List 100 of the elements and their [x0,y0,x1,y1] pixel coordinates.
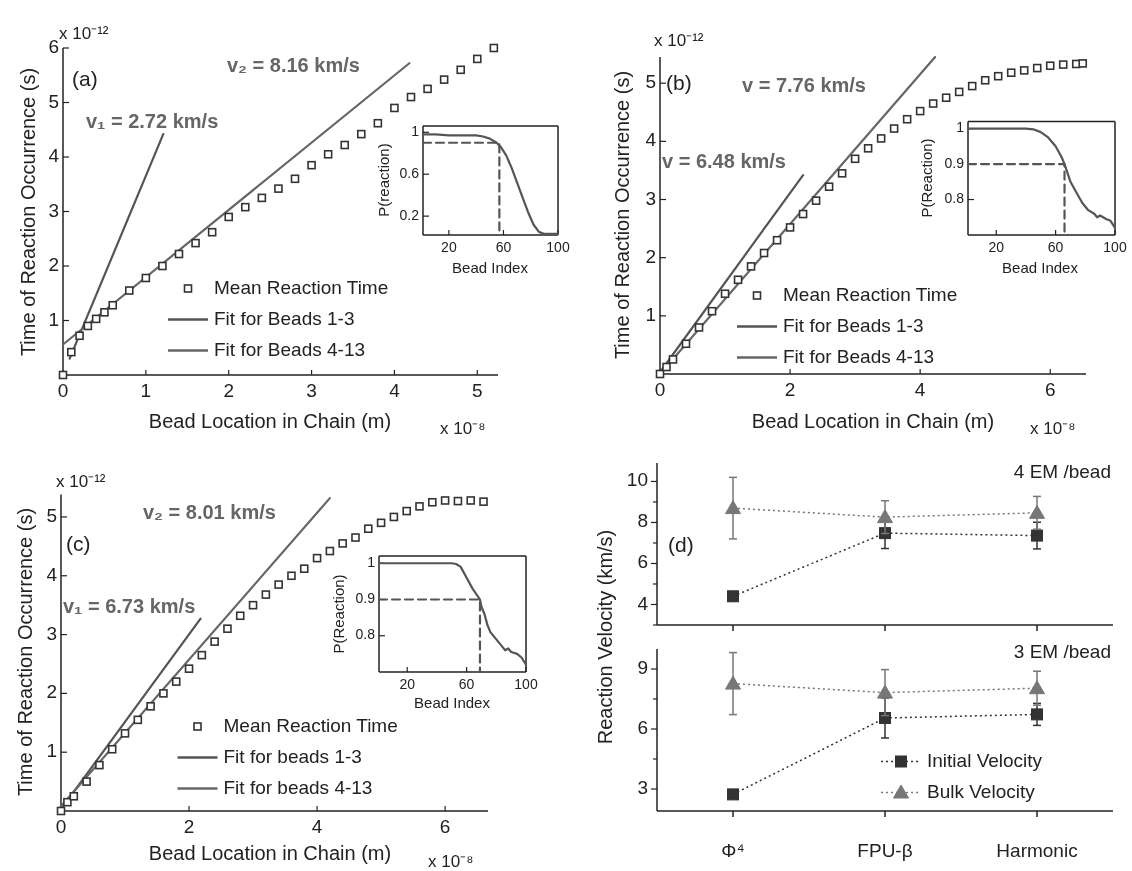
y-tick-label: 0.9 [944,154,965,171]
legend-label: Fit for Beads 4-13 [783,345,935,367]
annotation: (c) [66,532,91,555]
legend-label: Mean Reaction Time [214,276,389,298]
point [235,611,245,621]
point [274,580,283,589]
point [248,600,258,610]
point [720,289,730,299]
point [75,331,84,341]
point [489,43,499,53]
x-tick-label: 60 [495,239,512,255]
x-tick-label: 4 [311,816,323,837]
y-tick-label: 1 [48,308,59,330]
y-tick-label: 1 [411,122,420,139]
point [466,496,476,505]
y-tick-label: 1 [367,553,376,570]
point [390,103,399,113]
annotation: v = 6.48 km/s [662,150,786,172]
x-tick-label: FPU-β [857,840,913,861]
point [785,223,795,232]
text: x 10⁻⁸ [440,419,486,438]
point [707,306,717,316]
x-tick-label: 6 [1044,379,1056,400]
point [456,65,466,75]
y-tick-label: 1 [46,740,57,762]
point [1032,63,1042,73]
point [191,238,200,248]
point [941,93,951,103]
legend-label: Fit for beads 1-3 [223,745,362,767]
y-tick-label: 3 [645,187,656,209]
point [1058,60,1068,69]
point [681,339,691,349]
point [877,509,893,524]
annotation: 4 EM /bead [1013,461,1111,482]
point [141,273,151,283]
annotation: v = 7.76 km/s [742,74,866,96]
point [83,321,93,331]
y-tick-label: 5 [48,90,59,112]
x-tick-label: 20 [988,239,1005,255]
point [877,684,893,699]
x-tick-label: 20 [441,239,457,255]
annotation: v₂ = 8.01 km/s [143,501,276,523]
point [158,261,167,271]
x-tick-label: 0 [654,379,666,400]
y-tick-label: 4 [645,129,657,151]
x-tick-label: 0 [55,816,67,837]
point [889,124,899,133]
point [224,212,234,222]
point [63,797,72,807]
x-tick-label: 100 [514,676,538,692]
legend-label: Fit for Beads 1-3 [214,307,355,329]
legend-label: Bulk Velocity [927,780,1036,802]
point [798,209,808,219]
text: x 10⁻¹² [56,472,106,491]
y-axis-title: P(reaction) [374,143,392,217]
point [95,760,104,770]
point [902,114,912,124]
point [257,193,267,203]
point [207,227,217,237]
point [1031,708,1043,721]
y-tick-label: 9 [637,657,648,679]
y-tick-label: 5 [645,71,656,93]
x-axis-title: Bead Index [414,694,491,711]
point [439,75,449,84]
point [299,564,309,573]
x-tick-label: 4 [914,379,926,400]
point [107,744,117,754]
x-axis-title: Bead Location in Chain (m) [751,410,995,432]
point [108,300,118,310]
point [967,81,977,91]
y-tick-label: 0.9 [355,590,376,607]
legend-label: Fit for Beads 4-13 [214,338,366,360]
point [290,174,300,184]
x-tick-label: 6 [439,816,451,837]
annotation: 3 EM /bead [1013,641,1111,662]
point [440,496,450,505]
point [1078,59,1088,68]
point [725,675,741,690]
y-axis-title: P(Reaction) [917,138,935,218]
point [356,129,366,139]
y-tick-label: 3 [637,777,648,799]
point [479,497,488,506]
point [389,512,399,522]
point [746,262,756,271]
point [837,169,847,178]
point [824,182,834,192]
point [159,689,168,698]
point [91,314,101,324]
point [1019,66,1029,75]
y-tick-label: 4 [48,145,60,167]
point [124,286,134,295]
point [240,202,250,212]
y-tick-label: 6 [637,551,648,573]
legend-label: Fit for beads 4-13 [223,776,373,798]
y-axis-title: Time of Reaction Occurrence (s) [611,70,634,360]
point [69,792,79,801]
text: x 10⁻¹² [59,24,109,43]
y-tick-label: 3 [46,622,57,644]
point [376,518,386,528]
y-tick-label: 6 [637,717,648,739]
